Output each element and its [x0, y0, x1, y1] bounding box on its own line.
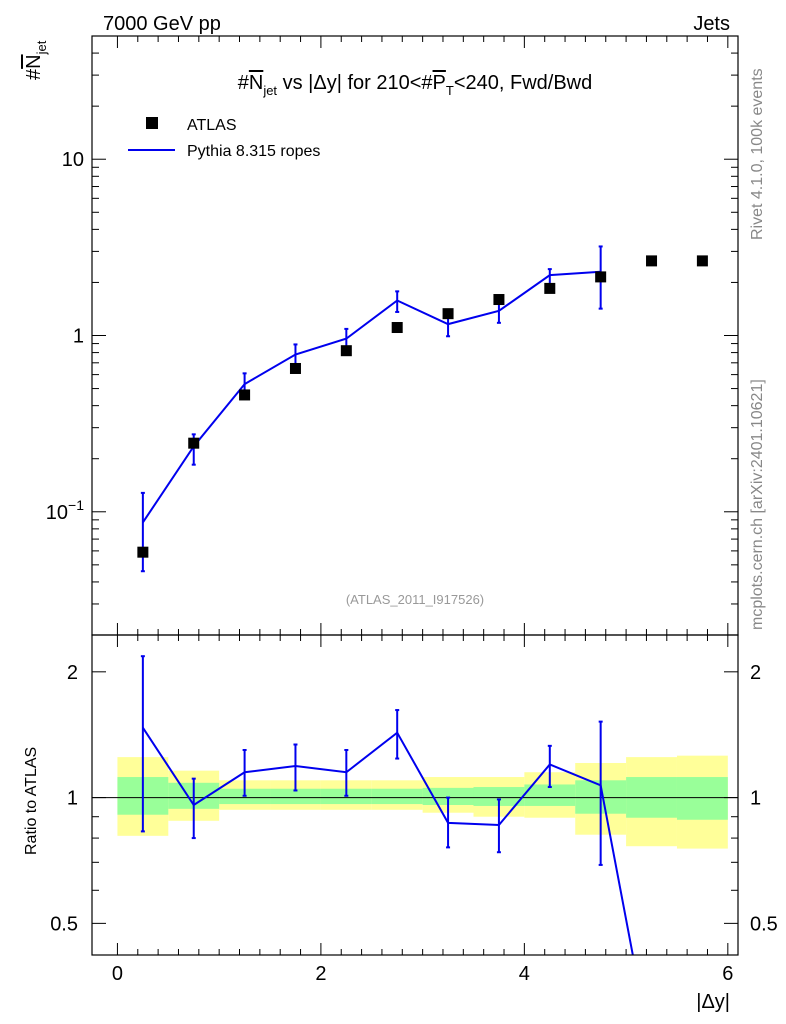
category-label: Jets — [693, 13, 730, 35]
x-tick-label: 0 — [112, 963, 123, 985]
atlas-data-point — [646, 255, 658, 267]
ratio-y-tick-label: 1 — [67, 788, 78, 810]
atlas-data-point — [137, 546, 149, 558]
x-tick-label: 4 — [519, 963, 530, 985]
atlas-data-point — [544, 282, 556, 294]
main-y-axis-label: #Njet — [23, 40, 49, 80]
main-y-tick-label: 1 — [73, 326, 84, 348]
main-plot-content — [137, 245, 708, 573]
uncertainty-band-inner — [676, 777, 728, 820]
main-y-tick-label: 10−1 — [46, 497, 84, 524]
atlas-data-point — [442, 308, 454, 320]
atlas-data-point — [391, 322, 403, 334]
ratio-y-tick-label: 0.5 — [50, 913, 78, 935]
legend-pythia-label: Pythia 8.315 ropes — [187, 143, 320, 160]
atlas-data-point — [696, 255, 708, 267]
uncertainty-band-inner — [473, 787, 525, 806]
rivet-version-label: Rivet 4.1.0, 100k events — [749, 68, 766, 240]
atlas-data-point — [289, 362, 301, 374]
legend-atlas-marker — [146, 117, 158, 129]
ratio-axis-ticks: 0 2 4 6 0.5 0.5 1 1 2 2 — [50, 635, 778, 985]
main-panel: 10−1 1 10 #Njet vs |Δy| for 210<#PT<240, F… — [23, 35, 739, 636]
ratio-y-tick-label-right: 1 — [750, 788, 761, 810]
ratio-plot-content — [92, 655, 738, 955]
main-axis-ticks: 10−1 1 10 — [46, 35, 738, 636]
plot-title: #Njet vs |Δy| for 210<#PT<240, Fwd/Bwd — [238, 72, 593, 98]
ratio-frame — [91, 634, 739, 956]
legend-atlas-label: ATLAS — [187, 117, 237, 134]
atlas-data-point — [188, 437, 200, 449]
uncertainty-band-inner — [371, 788, 423, 805]
ratio-y-axis-label: Ratio to ATLAS — [23, 747, 40, 855]
energy-label: 7000 GeV pp — [103, 13, 221, 35]
analysis-watermark: (ATLAS_2011_I917526) — [346, 592, 484, 607]
atlas-data-point — [239, 389, 251, 401]
ratio-curve — [142, 727, 634, 955]
x-axis-label: |Δy| — [696, 991, 730, 1013]
x-tick-label: 6 — [722, 963, 733, 985]
main-y-tick-label: 10 — [62, 149, 84, 171]
ratio-panel: 0 2 4 6 0.5 0.5 1 1 2 2 Ratio to ATLAS |Δy| — [23, 634, 778, 1013]
atlas-data-point — [340, 345, 352, 357]
legend: ATLAS Pythia 8.315 ropes — [128, 117, 320, 160]
ratio-y-tick-label-right: 2 — [750, 662, 761, 684]
uncertainty-band-inner — [524, 784, 576, 806]
atlas-data-point — [493, 294, 505, 306]
ratio-y-tick-label-right: 0.5 — [750, 913, 778, 935]
x-tick-label: 2 — [315, 963, 326, 985]
mcplots-label: mcplots.cern.ch [arXiv:2401.10621] — [749, 379, 766, 630]
atlas-data-point — [595, 271, 607, 283]
pythia-curve — [142, 270, 601, 524]
uncertainty-band-inner — [270, 788, 321, 805]
ratio-y-tick-label: 2 — [67, 662, 78, 684]
